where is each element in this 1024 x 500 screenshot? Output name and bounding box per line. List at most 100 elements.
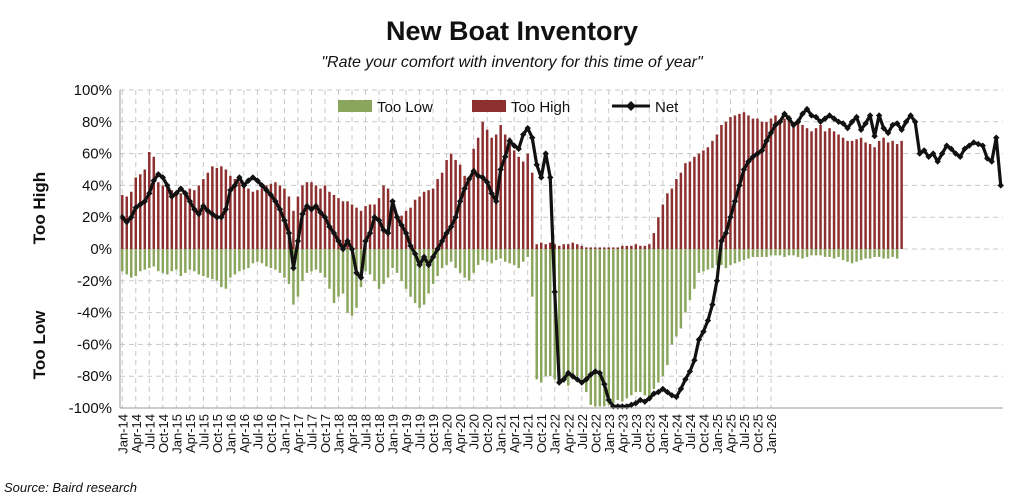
bar-too-high xyxy=(427,190,430,249)
bar-too-high xyxy=(792,121,795,249)
bar-too-high xyxy=(837,134,840,249)
bar-too-high xyxy=(409,207,412,249)
net-point xyxy=(952,150,959,157)
net-point xyxy=(488,190,495,197)
net-point xyxy=(155,171,162,178)
net-point xyxy=(398,221,405,229)
bar-too-high xyxy=(413,199,417,249)
bar-too-high xyxy=(472,148,475,249)
legend-label-net: Net xyxy=(655,99,679,116)
net-point xyxy=(565,369,572,377)
net-point xyxy=(150,177,157,184)
x-tick-label: Jul-21 xyxy=(521,414,536,449)
net-point xyxy=(551,288,558,296)
net-point xyxy=(141,198,148,205)
bar-too-low xyxy=(594,249,597,407)
net-point xyxy=(479,174,486,181)
net-point xyxy=(371,214,378,221)
net-point xyxy=(402,229,410,237)
bar-too-low xyxy=(864,249,867,259)
net-point xyxy=(682,376,689,383)
bar-too-low xyxy=(377,249,381,289)
bar-too-low xyxy=(296,249,300,297)
bar-too-low xyxy=(765,249,768,257)
bar-too-low xyxy=(729,249,732,265)
bar-too-high xyxy=(706,147,710,249)
net-point xyxy=(686,368,694,375)
y-tick-label: -80% xyxy=(77,368,112,385)
bar-too-high xyxy=(332,194,336,249)
bar-too-high xyxy=(819,124,822,249)
net-point xyxy=(583,376,590,383)
bar-too-low xyxy=(850,249,854,264)
bar-too-low xyxy=(382,249,385,284)
x-tick-label: Oct-19 xyxy=(426,414,441,453)
bar-too-high xyxy=(251,191,255,249)
bar-too-low xyxy=(386,249,390,278)
net-point xyxy=(614,403,622,410)
bar-too-low xyxy=(530,249,534,297)
bar-too-low xyxy=(206,249,210,278)
bar-too-high xyxy=(666,193,669,249)
bar-too-low xyxy=(567,249,570,386)
net-point xyxy=(538,174,545,181)
bar-too-low xyxy=(346,249,349,313)
bar-too-low xyxy=(319,249,322,273)
x-tick-label: Jul-17 xyxy=(304,414,319,449)
bar-too-high xyxy=(436,179,439,249)
bar-too-high xyxy=(269,183,273,249)
net-point xyxy=(218,214,225,221)
net-point xyxy=(236,174,243,181)
x-tick-label: Apr-24 xyxy=(669,414,684,453)
legend-label-too-low: Too Low xyxy=(377,99,433,116)
bar-too-low xyxy=(580,249,584,380)
x-tick-label: Apr-23 xyxy=(615,414,630,453)
bar-too-low xyxy=(886,249,890,259)
net-point xyxy=(866,112,874,119)
bar-too-high xyxy=(679,172,683,249)
bar-too-low xyxy=(521,249,525,262)
bar-too-low xyxy=(301,249,304,281)
net-point xyxy=(893,120,901,127)
bar-too-low xyxy=(139,249,142,272)
bar-too-low xyxy=(684,249,687,313)
bar-too-high xyxy=(558,245,561,249)
net-point xyxy=(213,214,221,221)
net-point xyxy=(898,126,905,133)
bar-too-high xyxy=(418,196,421,249)
net-point xyxy=(794,118,802,125)
net-point xyxy=(470,167,477,175)
net-line-layer xyxy=(119,105,1004,410)
bar-too-low xyxy=(481,249,484,261)
bar-too-high xyxy=(778,121,782,249)
bar-too-low xyxy=(166,249,169,275)
bar-too-high xyxy=(873,147,876,249)
bar-too-low xyxy=(373,249,376,281)
x-tick-label: Jul-25 xyxy=(737,414,752,449)
bar-too-low xyxy=(283,249,286,278)
net-point xyxy=(605,396,613,404)
bar-too-low xyxy=(873,249,876,257)
bar-too-high xyxy=(846,140,849,249)
bar-too-low xyxy=(603,249,606,407)
y-tick-label: -100% xyxy=(69,400,112,417)
net-point xyxy=(578,379,585,386)
net-point xyxy=(303,202,311,210)
bar-too-high xyxy=(337,198,340,249)
net-point xyxy=(812,113,820,121)
net-point xyxy=(200,202,207,210)
bar-too-low xyxy=(445,249,448,265)
bar-too-high xyxy=(305,182,309,249)
bar-too-low xyxy=(846,249,849,262)
bar-too-low xyxy=(702,249,705,272)
axes-layer: 100%80%60%40%20%0%-20%-40%-60%-80%-100%J… xyxy=(69,82,1003,454)
x-tick-label: Jan-23 xyxy=(602,414,617,454)
bar-too-high xyxy=(832,131,836,249)
bar-too-high xyxy=(850,140,854,249)
net-point xyxy=(781,110,788,118)
bar-too-low xyxy=(535,249,538,380)
bar-too-low xyxy=(130,249,133,278)
net-point xyxy=(880,124,887,132)
bar-too-low xyxy=(868,249,872,259)
x-tick-label: Jan-21 xyxy=(494,414,509,454)
